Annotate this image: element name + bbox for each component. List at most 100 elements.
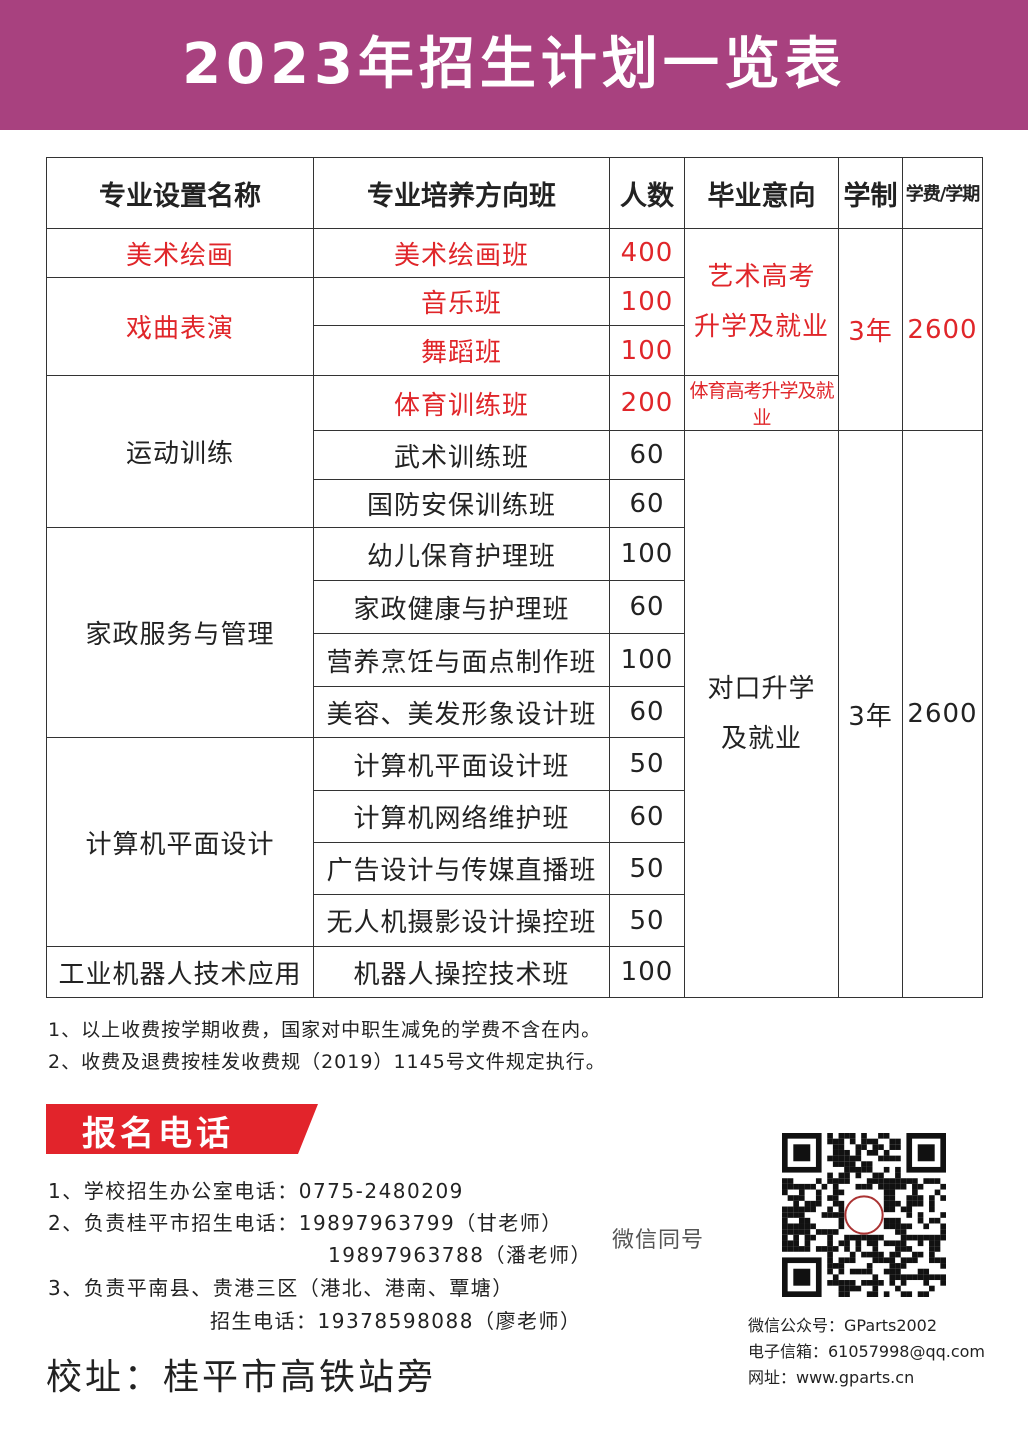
qr-module <box>883 1155 890 1162</box>
qr-module <box>872 1240 879 1247</box>
qr-module <box>889 1195 896 1201</box>
qr-module <box>844 1155 850 1162</box>
qr-module <box>861 1161 867 1167</box>
class-name: 体育训练班 <box>393 390 529 421</box>
qr-module <box>895 1240 901 1247</box>
title: 2023年招生计划一览表 <box>182 32 846 97</box>
qr-module <box>906 1234 913 1241</box>
qr-module <box>895 1183 901 1190</box>
qr-module <box>912 1251 918 1258</box>
qr-module <box>793 1144 811 1162</box>
count-cell: 60 <box>609 790 685 843</box>
major: 家政服务与管理 <box>85 620 275 650</box>
qr-module <box>917 1291 924 1297</box>
major: 计算机平面设计 <box>85 829 275 860</box>
count-cell: 100 <box>609 633 685 687</box>
qr-module <box>895 1138 901 1145</box>
table-row: 美术绘画 美术绘画班 400 艺术高考 升学及就业 3年 2600 <box>46 228 983 431</box>
qr-module <box>912 1195 918 1201</box>
qr-module <box>929 1200 935 1207</box>
qr-module <box>934 1234 941 1241</box>
note: 2、收费及退费按桂发收费规（2019）1145号文件规定执行。 <box>48 1051 606 1073</box>
qr-module <box>883 1257 890 1264</box>
qr-module <box>782 1240 788 1247</box>
qr-module <box>929 1234 935 1241</box>
qr-module <box>895 1263 901 1269</box>
qr-module <box>838 1172 845 1179</box>
class-cell: 音乐班 <box>313 277 610 326</box>
plan-table: 专业设置名称 专业培养方向班 人数 毕业意向 学制 学费/学期 美术绘画 美术绘画班 400 艺… <box>46 157 983 998</box>
qr-module <box>872 1280 879 1286</box>
qr-module <box>832 1200 839 1207</box>
qr-module <box>844 1280 850 1286</box>
class-cell: 机器人操控技术班 <box>313 946 610 998</box>
class-cell: 计算机平面设计班 <box>313 737 610 791</box>
qr-module <box>787 1246 794 1252</box>
qr-module <box>855 1172 862 1179</box>
qr-module <box>827 1280 833 1286</box>
qr-module <box>934 1246 941 1252</box>
qr-module <box>917 1251 924 1258</box>
qr-module <box>929 1251 935 1258</box>
qr-logo <box>844 1195 884 1235</box>
major-cell: 工业机器人技术应用 <box>46 946 314 998</box>
qr-module <box>866 1251 873 1258</box>
outcome-cell: 对口升学 及就业 <box>684 430 839 998</box>
qr-module <box>832 1189 839 1196</box>
qr-module <box>923 1291 930 1297</box>
qr-module <box>889 1200 896 1207</box>
qr-module <box>798 1183 805 1190</box>
class-cell: 美术绘画班 <box>313 228 610 278</box>
count: 60 <box>629 592 665 622</box>
qr-module <box>804 1217 811 1224</box>
qr-module <box>900 1246 907 1252</box>
qr-module <box>804 1240 811 1247</box>
qr-module <box>838 1291 845 1297</box>
qr-module <box>895 1200 901 1207</box>
qr-module <box>787 1195 794 1201</box>
count: 100 <box>620 539 674 569</box>
qr-module <box>883 1268 890 1275</box>
qr-module <box>878 1133 884 1139</box>
qr-module <box>793 1206 799 1213</box>
qr-module <box>917 1268 924 1275</box>
badge-text: 报名电话 <box>82 1114 234 1154</box>
qr-module <box>906 1274 913 1281</box>
qr-module <box>832 1144 839 1150</box>
qr-module <box>798 1217 805 1224</box>
qr-module <box>832 1155 839 1162</box>
qr-module <box>923 1274 930 1281</box>
qr-module <box>866 1166 873 1173</box>
major: 戏曲表演 <box>125 314 234 344</box>
class-name: 机器人操控技术班 <box>353 959 570 990</box>
qr-module <box>798 1223 805 1230</box>
qr-module <box>872 1291 879 1297</box>
qr-module <box>832 1149 839 1156</box>
major: 美术绘画 <box>125 240 234 271</box>
qr-module <box>889 1206 896 1213</box>
qr-module <box>940 1183 946 1190</box>
table-row: 营养烹饪与面点制作班 100 <box>47 633 983 687</box>
table-row: 舞蹈班 100 <box>47 325 983 376</box>
qr-module <box>844 1133 850 1139</box>
qr-module <box>838 1206 845 1213</box>
class-cell: 计算机网络维护班 <box>313 790 610 843</box>
count: 50 <box>629 749 665 779</box>
qr-module <box>804 1246 811 1252</box>
outcome: 及就业 <box>720 724 802 754</box>
qr-module <box>832 1263 839 1269</box>
wechat-same: 微信同号 <box>612 1228 705 1253</box>
qr-module <box>832 1195 839 1201</box>
qr-module <box>849 1280 856 1286</box>
qr-module <box>940 1195 946 1201</box>
qr-module <box>782 1217 788 1224</box>
major: 工业机器人技术应用 <box>58 959 302 990</box>
qr-module <box>855 1155 862 1162</box>
qr-module <box>782 1234 788 1241</box>
header-cell: 人数 <box>609 157 685 229</box>
count-cell: 100 <box>609 946 685 998</box>
qr-module <box>940 1234 946 1241</box>
qr-module <box>838 1189 845 1196</box>
contact: 2、负责桂平市招生电话：19897963799（甘老师） <box>48 1211 563 1235</box>
